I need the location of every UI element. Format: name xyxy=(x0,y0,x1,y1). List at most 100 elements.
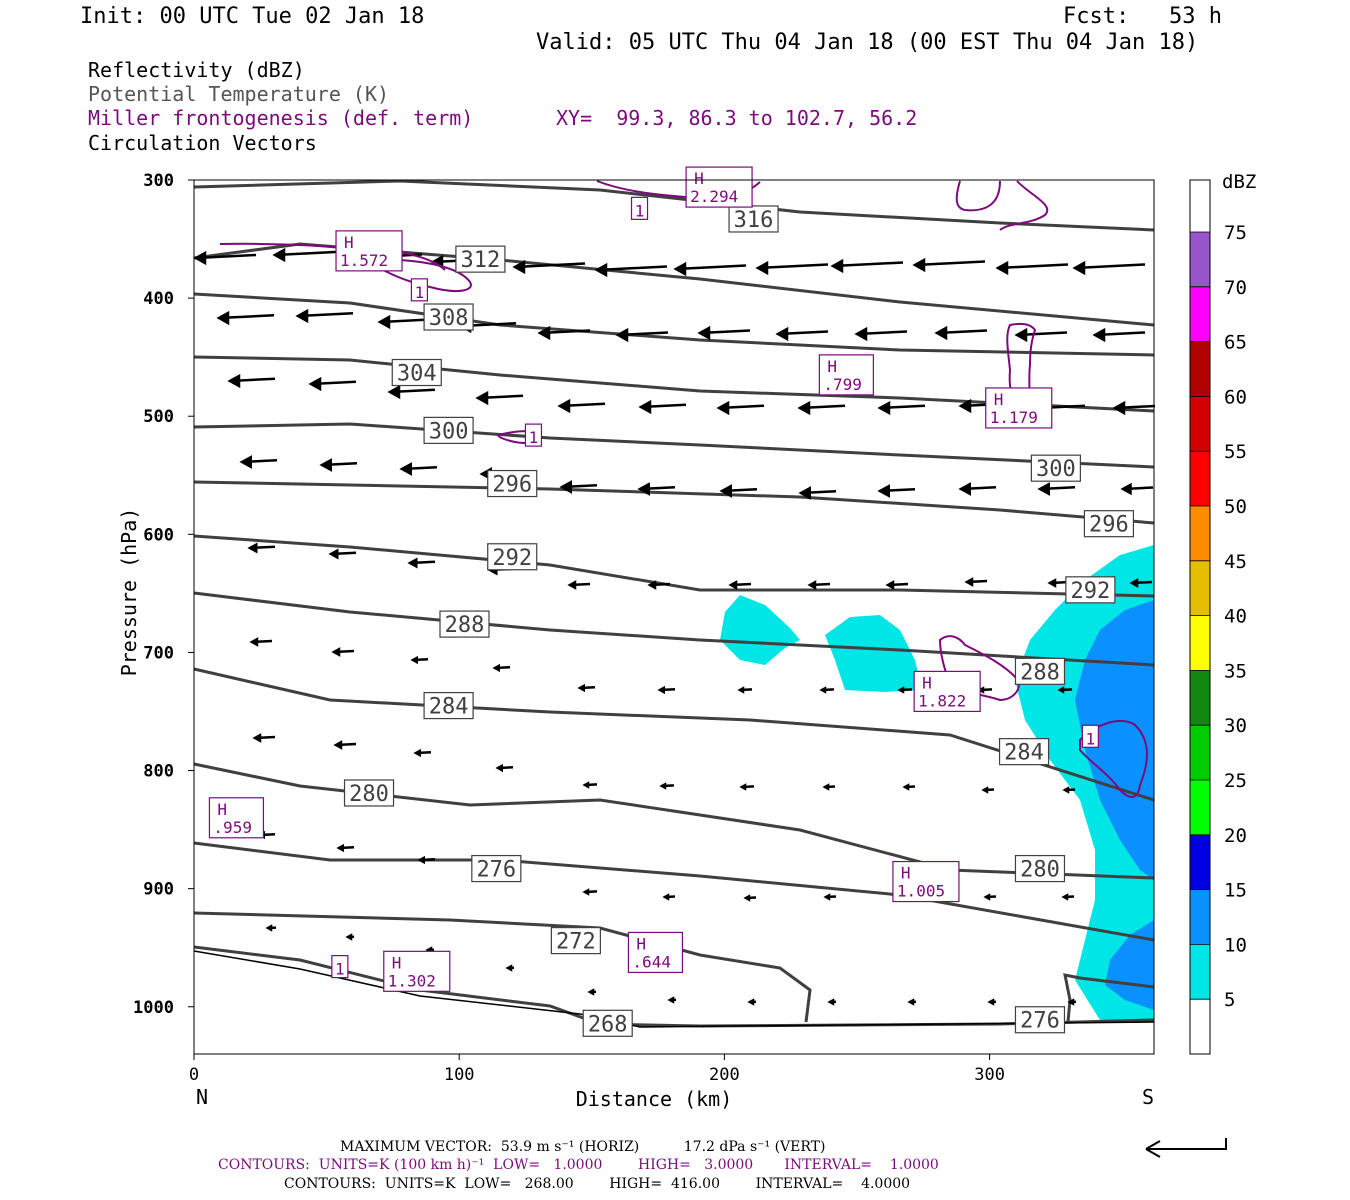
vector-head xyxy=(1072,260,1086,276)
label-box xyxy=(471,854,522,883)
circulation-vector xyxy=(743,894,757,902)
vector-head xyxy=(319,458,332,472)
vector-head xyxy=(823,893,831,901)
vector-head xyxy=(877,400,891,416)
x-end-label-north: N xyxy=(196,1085,208,1109)
label-box xyxy=(998,738,1050,766)
theta-contour xyxy=(193,422,1155,469)
vector-head xyxy=(995,260,1009,276)
vector-head xyxy=(331,647,341,657)
colorbar-segment xyxy=(1190,177,1210,232)
theta-label: 280 xyxy=(1014,854,1066,883)
colorbar-segment xyxy=(1190,944,1210,1000)
label-box xyxy=(524,423,543,447)
reflectivity-5dbz-cell xyxy=(825,615,922,692)
circulation-vector xyxy=(1014,327,1068,343)
fronto-max-label: H1.005 xyxy=(892,860,960,903)
terrain-line xyxy=(193,950,1155,1028)
vector-shaft xyxy=(757,263,829,270)
frontogenesis-contour xyxy=(999,180,1049,231)
fronto-h-text: H xyxy=(827,357,837,376)
reference-vector-arrow xyxy=(1145,1138,1227,1158)
vector-head xyxy=(798,486,811,500)
label-text: 280 xyxy=(349,782,389,807)
x-axis-title: Distance (km) xyxy=(576,1087,733,1111)
label-box xyxy=(818,354,874,396)
vector-shaft xyxy=(914,260,986,267)
vector-head xyxy=(417,855,425,865)
fronto-value-text: 1.822 xyxy=(918,691,966,710)
footer-contours-theta: CONTOURS: UNITS=K LOW= 268.00 HIGH= 416.… xyxy=(284,1176,911,1192)
vector-head xyxy=(265,924,273,932)
vector-head xyxy=(567,580,577,590)
vector-head xyxy=(902,783,910,791)
fronto-max-label: H.799 xyxy=(818,354,874,396)
label-text: 280 xyxy=(1020,858,1060,883)
vector-head xyxy=(912,257,926,273)
theta-label: 284 xyxy=(998,738,1050,766)
circulation-vector xyxy=(662,893,676,901)
frontogenesis-contour xyxy=(955,180,1001,212)
circulation-vector xyxy=(247,542,276,554)
circulation-vector xyxy=(567,580,591,590)
colorbar-tick-label: 50 xyxy=(1224,496,1247,518)
circulation-vector xyxy=(319,458,358,472)
label-box xyxy=(343,779,395,807)
colorbar-tick-label: 20 xyxy=(1224,825,1247,847)
vector-head xyxy=(537,325,551,341)
circulation-vector xyxy=(387,384,436,400)
circulation-vector xyxy=(577,683,596,693)
forecast-hour: Fcst: 53 h xyxy=(1063,4,1222,29)
vector-head xyxy=(747,998,755,1006)
circulation-vector xyxy=(877,400,926,416)
label-text: 1 xyxy=(529,428,539,447)
circulation-vector xyxy=(410,655,429,665)
label-text: 304 xyxy=(397,362,437,387)
vector-head xyxy=(249,637,259,647)
x-tick-label: 300 xyxy=(974,1065,1005,1085)
fronto-value-text: .959 xyxy=(213,818,252,837)
colorbar-segment xyxy=(1190,286,1210,342)
theta-label: 284 xyxy=(423,691,474,720)
circulation-vector xyxy=(797,400,846,416)
circulation-vector xyxy=(1057,686,1073,694)
circulation-vector xyxy=(1092,327,1146,343)
label-box xyxy=(423,416,474,444)
vector-head xyxy=(1092,327,1106,343)
label-box xyxy=(582,1009,633,1037)
label-box xyxy=(391,358,442,387)
circulation-vector xyxy=(582,781,598,789)
circulation-vector xyxy=(252,733,276,743)
circulation-vector xyxy=(345,933,355,941)
label-box xyxy=(410,278,429,302)
circulation-vector xyxy=(407,557,436,569)
theta-label: 300 xyxy=(423,416,474,444)
vector-head xyxy=(983,893,991,901)
vector-head xyxy=(410,655,418,665)
circulation-vector xyxy=(647,580,671,590)
colorbar-segment xyxy=(1190,725,1210,780)
vector-head xyxy=(272,247,286,263)
vector-head xyxy=(413,748,421,758)
theta-contour xyxy=(193,841,1155,942)
vector-head xyxy=(697,325,711,341)
circulation-vector xyxy=(333,740,357,750)
vector-head xyxy=(755,260,769,276)
circulation-vector xyxy=(328,548,357,560)
label-box xyxy=(331,954,349,979)
label-box xyxy=(913,670,981,713)
colorbar-tick-label: 10 xyxy=(1224,934,1247,956)
colorbar-tick-label: 75 xyxy=(1224,222,1247,244)
vector-head xyxy=(667,996,675,1004)
vector-head xyxy=(958,398,972,414)
label-box xyxy=(892,860,960,903)
colorbar-tick-label: 55 xyxy=(1224,441,1247,463)
circulation-vector xyxy=(505,964,515,972)
colorbar-segment xyxy=(1190,615,1210,671)
frontogenesis-contour xyxy=(596,180,701,199)
theta-label: 288 xyxy=(1014,657,1066,685)
label-text: 296 xyxy=(492,473,532,498)
vector-head xyxy=(819,686,827,694)
fronto-max-label: H2.294 xyxy=(685,166,753,208)
